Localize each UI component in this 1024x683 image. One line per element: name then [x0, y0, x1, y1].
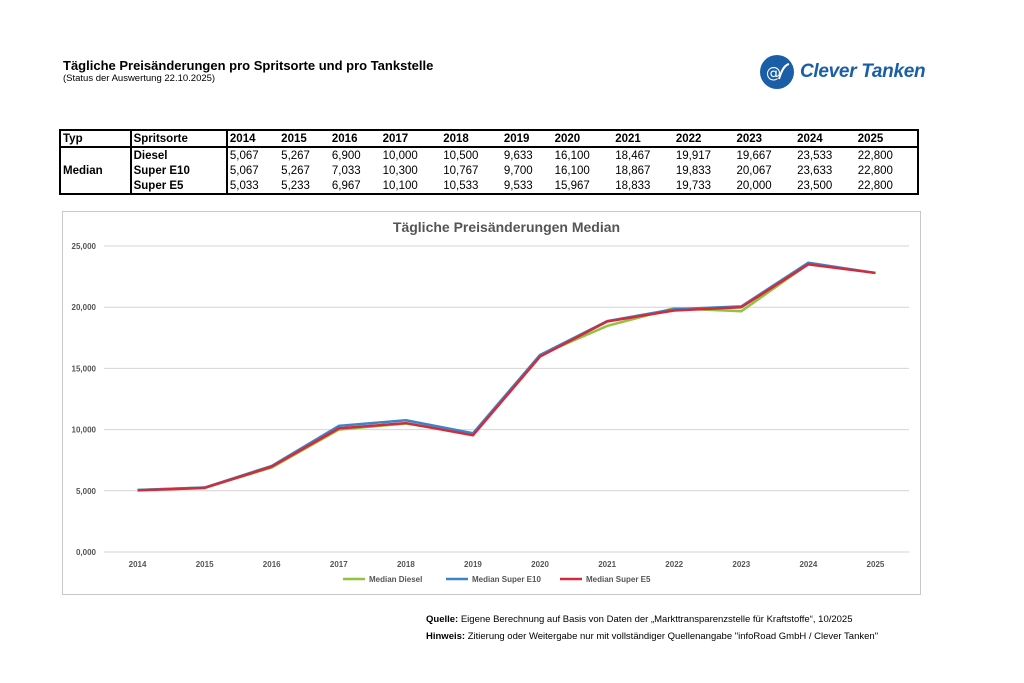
type-cell: Median	[60, 147, 132, 194]
fuel-cell: Diesel	[130, 147, 228, 163]
column-header: 2016	[329, 130, 381, 148]
fuel-cell: Super E10	[130, 163, 228, 178]
series-line-median-super-e10	[137, 261, 876, 492]
y-tick-label: 25,000	[72, 242, 97, 251]
value-cell: 16,100	[554, 164, 590, 177]
value-cell: 5,233	[281, 179, 310, 192]
y-tick-label: 15,000	[72, 364, 97, 373]
fuel-cell: Super E5	[130, 178, 228, 194]
value-cell: 18,467	[615, 149, 651, 162]
column-header: 2023	[734, 130, 796, 148]
value-cell: 19,917	[675, 149, 712, 162]
x-tick-label: 2018	[397, 560, 415, 569]
value-cell: 23,533	[797, 149, 833, 162]
logo-icon: @	[760, 55, 794, 89]
column-header: 2021	[613, 130, 674, 148]
hint-text: Zitierung oder Weitergabe nur mit vollst…	[465, 631, 879, 642]
x-tick-label: 2021	[598, 560, 616, 569]
table-row: Super E5 5,033 5,233 6,967 10,100 10,533 9,533…	[60, 178, 918, 194]
hint-note: Hinweis: Zitierung oder Weitergabe nur m…	[426, 631, 878, 642]
column-header: 2018	[441, 130, 502, 148]
value-cell: 7,033	[331, 164, 361, 177]
value-cell: 5,067	[229, 164, 259, 177]
x-tick-label: 2014	[129, 560, 147, 569]
value-cell: 10,000	[382, 149, 418, 162]
column-header: Spritsorte	[130, 130, 228, 148]
value-cell: 19,667	[736, 149, 772, 162]
value-cell: 20,000	[736, 179, 772, 192]
data-table: Typ Spritsorte 2014 2015 2016 2017 2018 2019 202…	[59, 129, 919, 195]
series-line-median-super-e5	[137, 263, 876, 492]
line-chart: Tägliche Preisänderungen Median 0,000 5,00…	[72, 219, 909, 584]
y-tick-label: 5,000	[76, 487, 97, 496]
value-cell: 5,267	[281, 164, 310, 177]
x-tick-label: 2017	[330, 560, 348, 569]
value-cell: 5,067	[229, 149, 259, 162]
value-cell: 10,767	[443, 164, 479, 177]
source-note: Quelle: Eigene Berechnung auf Basis von …	[426, 614, 853, 625]
column-header: 2020	[552, 130, 614, 148]
value-cell: 18,833	[615, 179, 651, 192]
column-header: Typ	[60, 130, 132, 148]
column-header: 2015	[279, 130, 330, 148]
table-row: Super E10 5,067 5,267 7,033 10,300 10,767 9,70…	[60, 163, 918, 178]
value-cell: 20,067	[736, 164, 772, 177]
y-tick-label: 20,000	[72, 303, 97, 312]
x-tick-label: 2024	[799, 560, 817, 569]
value-cell: 22,800	[857, 149, 893, 162]
column-header: 2022	[673, 130, 735, 148]
value-cell: 22,800	[857, 179, 893, 192]
x-tick-label: 2020	[531, 560, 549, 569]
value-cell: 10,300	[382, 164, 418, 177]
x-tick-label: 2019	[464, 560, 482, 569]
x-tick-label: 2015	[196, 560, 214, 569]
value-cell: 10,533	[443, 179, 479, 192]
x-tick-label: 2025	[867, 560, 885, 569]
table-row: Median Diesel 5,067 5,267 6,900 10,000 10,500 9…	[60, 147, 918, 194]
legend-label: Median Super E10	[472, 575, 541, 584]
value-cell: 15,967	[554, 179, 590, 192]
page-title: Tägliche Preisänderungen pro Spritsorte …	[63, 58, 434, 73]
value-cell: 19,733	[675, 179, 712, 192]
column-header: 2014	[226, 130, 280, 148]
value-cell: 10,100	[382, 179, 418, 192]
source-text: Eigene Berechnung auf Basis von Daten de…	[458, 614, 853, 625]
series-line-median-diesel	[137, 262, 876, 492]
column-header: 2017	[380, 130, 442, 148]
value-cell: 9,533	[503, 179, 533, 192]
value-cell: 6,900	[331, 149, 361, 162]
table-header-row: Typ Spritsorte 2014 2015 2016 2017 2018 2019 202…	[60, 130, 918, 148]
value-cell: 19,833	[675, 164, 712, 177]
value-cell: 5,033	[229, 179, 259, 192]
chart-container: Tägliche Preisänderungen Median 0,000 5,00…	[62, 211, 921, 595]
chart-title: Tägliche Preisänderungen Median	[393, 219, 620, 235]
value-cell: 23,633	[797, 164, 833, 177]
x-tick-label: 2016	[263, 560, 281, 569]
legend-label: Median Super E5	[586, 575, 651, 584]
hint-label: Hinweis:	[426, 631, 466, 642]
value-cell: 9,700	[503, 164, 533, 177]
value-cell: 23,500	[797, 179, 833, 192]
logo-text: Clever Tanken	[800, 61, 926, 82]
value-cell: 9,633	[503, 149, 533, 162]
y-tick-label: 10,000	[72, 426, 97, 435]
value-cell: 10,500	[443, 149, 479, 162]
y-tick-label: 0,000	[76, 548, 97, 557]
column-header: 2025	[855, 130, 918, 148]
column-header: 2024	[795, 130, 856, 148]
value-cell: 5,267	[281, 149, 310, 162]
column-header: 2019	[501, 130, 553, 148]
legend-label: Median Diesel	[369, 575, 422, 584]
value-cell: 18,867	[615, 164, 651, 177]
x-tick-label: 2023	[732, 560, 750, 569]
value-cell: 16,100	[554, 149, 590, 162]
page-subtitle: (Status der Auswertung 22.10.2025)	[63, 73, 216, 84]
clever-tanken-logo: @ Clever Tanken	[760, 55, 926, 89]
x-tick-label: 2022	[665, 560, 683, 569]
source-label: Quelle:	[426, 614, 459, 625]
value-cell: 22,800	[857, 164, 893, 177]
svg-text:@: @	[766, 64, 781, 82]
value-cell: 6,967	[331, 179, 361, 192]
